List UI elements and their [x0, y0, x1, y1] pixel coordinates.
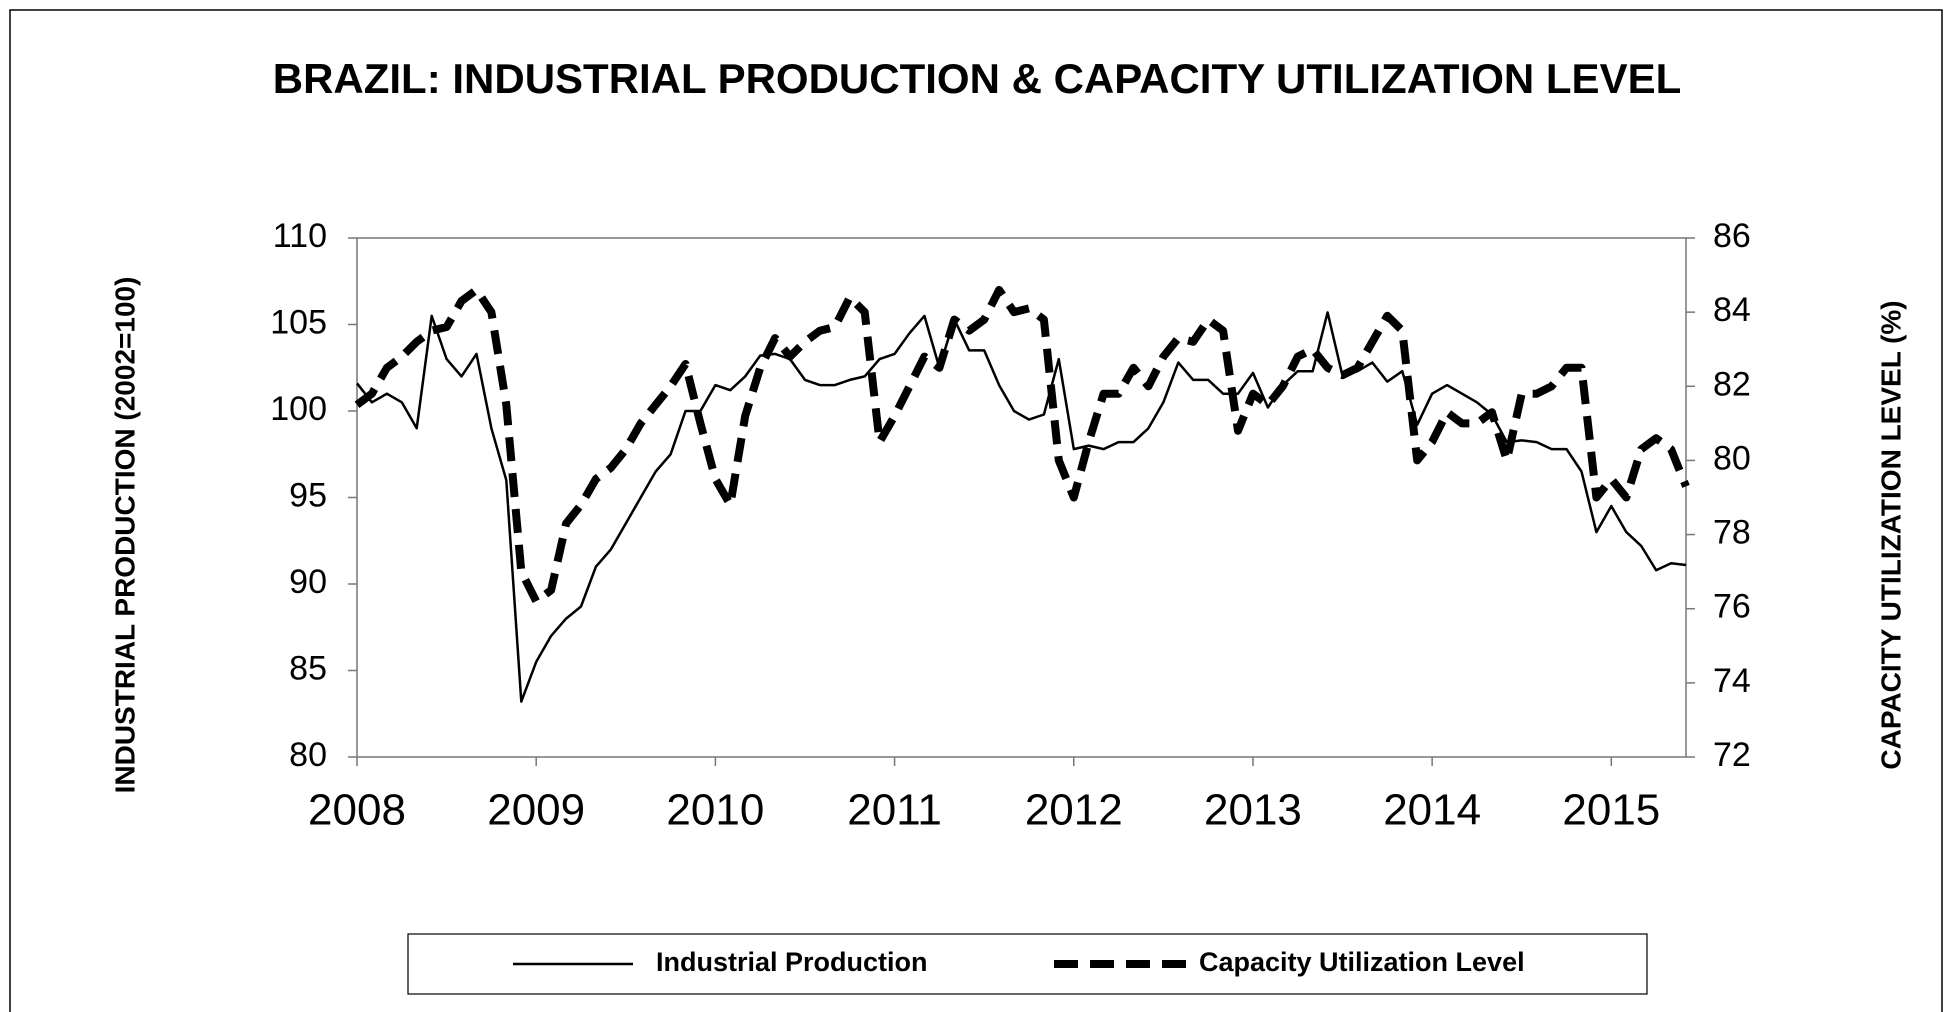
y-tick-label: 80 — [289, 736, 327, 774]
y2-tick-label: 74 — [1713, 662, 1751, 700]
x-tick-label: 2011 — [847, 786, 942, 835]
y2-tick-label: 76 — [1713, 588, 1751, 626]
y2-tick-label: 80 — [1713, 439, 1751, 477]
y2-tick-label: 72 — [1713, 736, 1751, 774]
x-tick-label: 2013 — [1204, 786, 1302, 835]
y2-tick-label: 78 — [1713, 514, 1751, 552]
x-tick-label: 2012 — [1025, 786, 1123, 835]
y-tick-label: 85 — [289, 649, 327, 687]
legend-label: Industrial Production — [656, 947, 928, 977]
x-tick-label: 2010 — [666, 786, 764, 835]
y-axis-title: INDUSTRIAL PRODUCTION (2002=100) — [109, 277, 140, 794]
x-tick-label: 2008 — [308, 786, 406, 835]
y2-tick-label: 86 — [1713, 217, 1751, 255]
plot-frame — [356, 237, 1687, 758]
series-line — [356, 311, 1687, 703]
y2-axis-title: CAPACITY UTILIZATION LEVEL (%) — [1875, 300, 1906, 769]
x-tick-label: 2009 — [487, 786, 585, 835]
y-tick-label: 110 — [273, 217, 327, 255]
legend-box — [407, 933, 1648, 995]
y2-tick-label: 84 — [1713, 291, 1751, 329]
y-tick-label: 100 — [270, 390, 327, 428]
chart-border — [9, 9, 1943, 1012]
y-tick-label: 105 — [270, 303, 327, 341]
x-tick-label: 2015 — [1562, 786, 1660, 835]
y2-tick-label: 82 — [1713, 365, 1751, 403]
y-tick-label: 95 — [289, 476, 327, 514]
series-line — [354, 285, 1690, 606]
y-tick-label: 90 — [289, 563, 327, 601]
legend-label: Capacity Utilization Level — [1199, 947, 1525, 977]
chart-title: BRAZIL: INDUSTRIAL PRODUCTION & CAPACITY… — [273, 55, 1682, 102]
x-tick-label: 2014 — [1383, 786, 1481, 835]
